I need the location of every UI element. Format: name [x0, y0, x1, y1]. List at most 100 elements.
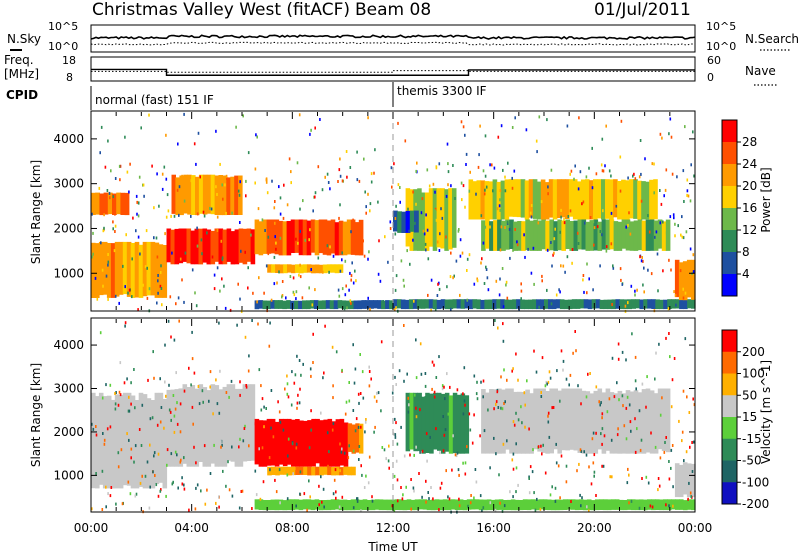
sparse-echo: [546, 248, 549, 252]
sparse-echo: [397, 121, 399, 125]
sparse-echo: [379, 279, 382, 283]
nave-label: Nave: [745, 64, 776, 78]
echo-region-4-strip: [346, 219, 352, 255]
sparse-echo: [395, 459, 398, 463]
sparse-echo: [254, 469, 257, 473]
echo-region-7-strip: [607, 299, 613, 310]
echo-region-6-strip: [357, 300, 362, 310]
sparse-echo: [373, 171, 375, 175]
sparse-echo: [619, 189, 622, 193]
sparse-echo: [302, 362, 304, 366]
sparse-echo: [676, 175, 678, 179]
sparse-echo: [148, 113, 150, 117]
echo-region-10-strip: [513, 221, 518, 251]
sparse-echo: [256, 135, 258, 139]
sparse-echo: [516, 243, 519, 247]
sparse-echo: [151, 416, 154, 420]
echo-region-10-strip: [653, 220, 659, 251]
echo-region-7-strip: [456, 299, 462, 309]
sparse-echo: [680, 233, 682, 237]
sparse-echo: [360, 509, 362, 513]
sparse-echo: [327, 464, 329, 468]
sparse-echo: [445, 194, 448, 198]
sparse-echo: [193, 142, 196, 146]
sparse-echo: [371, 495, 373, 499]
sparse-echo: [296, 406, 298, 410]
sparse-echo: [310, 374, 312, 378]
echo-region-5-strip: [378, 499, 384, 511]
sparse-echo: [349, 299, 352, 303]
echo-region-3-strip: [191, 175, 196, 215]
sparse-echo: [190, 383, 192, 387]
sparse-echo: [388, 466, 390, 470]
sparse-echo: [120, 448, 123, 452]
echo-region-5-strip: [651, 499, 656, 511]
sparse-echo: [299, 387, 301, 391]
sparse-echo: [170, 335, 172, 339]
sparse-echo: [240, 490, 243, 493]
sparse-echo: [512, 495, 514, 499]
echo-region-0-strip: [98, 392, 104, 485]
sparse-echo: [211, 184, 214, 188]
echo-region-4-strip: [319, 466, 324, 476]
sparse-echo: [190, 214, 192, 218]
sparse-echo: [632, 174, 634, 178]
echo-region-10-strip: [509, 219, 514, 249]
sparse-echo: [484, 174, 487, 178]
sparse-echo: [560, 264, 562, 268]
sparse-echo: [489, 163, 491, 167]
sparse-echo: [544, 471, 547, 475]
echo-region-7-strip: [663, 299, 668, 310]
sparse-echo: [295, 446, 298, 450]
sparse-echo: [123, 381, 126, 385]
sparse-echo: [107, 139, 109, 143]
sparse-echo: [360, 425, 362, 429]
echo-region-5-strip: [478, 499, 484, 511]
sparse-echo: [224, 306, 227, 310]
sparse-echo: [684, 337, 687, 341]
echo-region-2-strip: [186, 228, 192, 264]
sparse-echo: [350, 230, 352, 234]
sparse-echo: [454, 453, 457, 457]
sparse-echo: [354, 367, 357, 371]
sparse-echo: [339, 232, 341, 236]
echo-region-7-strip: [581, 390, 587, 454]
sparse-echo: [647, 214, 649, 218]
sparse-echo: [616, 433, 619, 437]
sparse-echo: [684, 291, 687, 295]
x-tick-label: 12:00: [376, 521, 411, 535]
sparse-echo: [135, 194, 138, 198]
echo-region-7-strip: [559, 299, 565, 310]
sparse-echo: [601, 137, 604, 141]
sparse-echo: [168, 408, 171, 412]
sparse-echo: [323, 269, 326, 273]
sparse-echo: [92, 427, 95, 431]
echo-region-10-strip: [501, 220, 506, 251]
echo-region-5-strip: [454, 499, 460, 511]
sparse-echo: [602, 209, 604, 213]
echo-region-4-strip: [350, 219, 356, 255]
echo-region-5-strip: [671, 499, 676, 510]
echo-region-8-strip: [421, 192, 426, 251]
sparse-echo: [343, 451, 346, 455]
sparse-echo: [582, 278, 584, 282]
sparse-echo: [460, 181, 463, 185]
sparse-echo: [348, 381, 350, 384]
echo-region-7-strip: [504, 299, 509, 310]
sparse-echo: [610, 211, 613, 215]
echo-region-7-strip: [641, 389, 647, 454]
sparse-echo: [441, 387, 444, 391]
sparse-echo: [608, 169, 611, 173]
sparse-echo: [310, 409, 312, 413]
sparse-echo: [610, 242, 613, 246]
sparse-echo: [141, 403, 144, 407]
sparse-echo: [595, 431, 597, 435]
sparse-echo: [362, 239, 364, 243]
echo-region-4-strip: [327, 466, 332, 476]
sparse-echo: [144, 265, 147, 269]
sparse-echo: [314, 126, 316, 130]
sparse-echo: [628, 501, 630, 505]
sparse-echo: [295, 290, 298, 294]
sparse-echo: [117, 451, 120, 455]
